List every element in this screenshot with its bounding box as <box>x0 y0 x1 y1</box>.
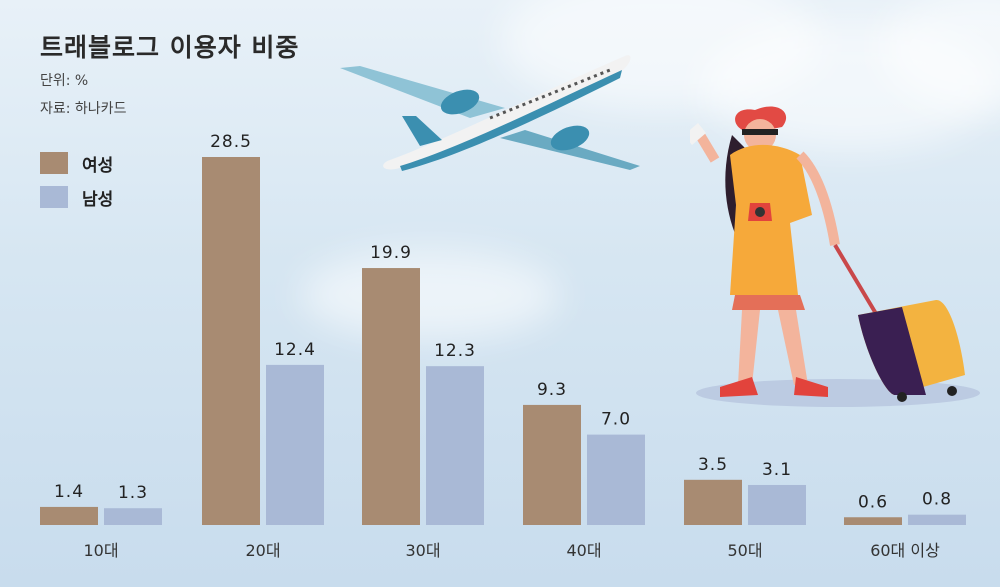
value-label-female-2: 19.9 <box>370 243 412 263</box>
legend-item-male: 남성 <box>40 183 113 211</box>
bar-female-2 <box>362 268 420 525</box>
chart-title: 트래블로그 이용자 비중 <box>40 33 300 62</box>
bar-male-0 <box>104 508 162 525</box>
source-label: 자료: 하나카드 <box>40 101 127 117</box>
bar-female-0 <box>40 506 98 525</box>
legend-label-female: 여성 <box>82 155 114 176</box>
category-label-1: 20대 <box>245 541 280 560</box>
bar-male-3 <box>587 434 645 525</box>
legend-item-female: 여성 <box>40 149 113 177</box>
bar-male-4 <box>748 484 806 525</box>
bar-female-3 <box>523 404 581 525</box>
legend-swatch-female <box>40 152 68 174</box>
value-label-male-2: 12.3 <box>434 341 476 361</box>
value-label-female-0: 1.4 <box>54 482 84 502</box>
bar-female-5 <box>844 517 902 525</box>
bar-male-5 <box>908 514 966 525</box>
category-label-2: 30대 <box>405 541 440 560</box>
airplane-illustration <box>340 55 640 171</box>
category-label-4: 50대 <box>727 541 762 560</box>
category-label-3: 40대 <box>566 541 601 560</box>
category-label-5: 60대 이상 <box>870 541 940 560</box>
bar-male-1 <box>266 364 324 525</box>
value-label-male-5: 0.8 <box>922 490 952 510</box>
legend-swatch-male <box>40 186 68 208</box>
traveler-illustration <box>690 106 980 407</box>
bar-female-4 <box>684 479 742 525</box>
unit-label: 단위: % <box>40 73 89 89</box>
value-label-female-5: 0.6 <box>858 492 888 512</box>
value-label-male-1: 12.4 <box>274 340 316 360</box>
legend-label-male: 남성 <box>82 189 114 210</box>
value-label-male-0: 1.3 <box>118 483 148 503</box>
category-label-0: 10대 <box>83 541 118 560</box>
value-label-male-4: 3.1 <box>762 460 792 480</box>
bar-female-1 <box>202 157 260 525</box>
value-label-female-1: 28.5 <box>210 132 252 152</box>
value-label-male-3: 7.0 <box>601 410 631 430</box>
bar-male-2 <box>426 366 484 525</box>
value-label-female-3: 9.3 <box>537 380 567 400</box>
value-label-female-4: 3.5 <box>698 455 728 475</box>
